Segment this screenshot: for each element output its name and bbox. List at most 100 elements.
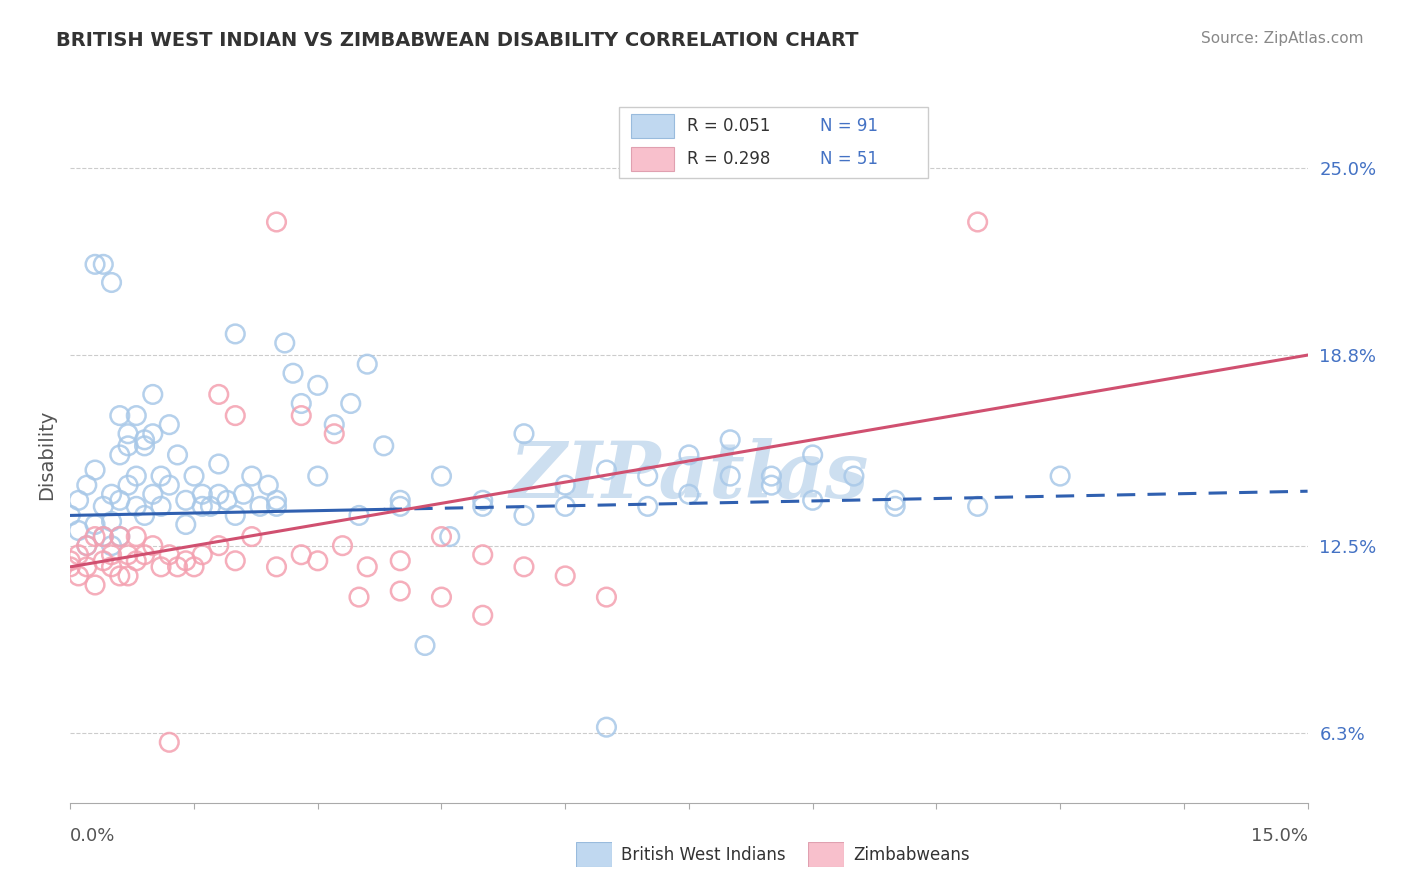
Text: British West Indians: British West Indians: [621, 846, 786, 863]
Point: [249, 500, 271, 514]
Point: [595, 590, 617, 604]
Point: [413, 639, 436, 653]
Point: [117, 478, 139, 492]
Point: [100, 276, 122, 290]
Point: [339, 396, 361, 410]
Point: [59, 554, 82, 568]
Point: [801, 448, 824, 462]
Point: [290, 548, 312, 562]
Point: [142, 387, 165, 401]
Point: [150, 469, 173, 483]
Point: [215, 493, 238, 508]
Point: [76, 539, 98, 553]
FancyBboxPatch shape: [631, 114, 675, 138]
Point: [332, 539, 354, 553]
Point: [307, 554, 329, 568]
Point: [174, 554, 197, 568]
Point: [884, 500, 907, 514]
Point: [513, 508, 536, 523]
Point: [637, 469, 659, 483]
Point: [323, 417, 346, 432]
Point: [67, 569, 90, 583]
Point: [142, 426, 165, 441]
Point: [430, 530, 453, 544]
Point: [134, 439, 156, 453]
Point: [307, 378, 329, 392]
Point: [554, 500, 576, 514]
Point: [595, 720, 617, 734]
Point: [108, 409, 131, 423]
Point: [884, 493, 907, 508]
Text: BRITISH WEST INDIAN VS ZIMBABWEAN DISABILITY CORRELATION CHART: BRITISH WEST INDIAN VS ZIMBABWEAN DISABI…: [56, 31, 859, 50]
Point: [117, 426, 139, 441]
Point: [257, 478, 280, 492]
Point: [966, 215, 988, 229]
Point: [150, 559, 173, 574]
Point: [191, 487, 214, 501]
Point: [84, 578, 107, 592]
Point: [801, 493, 824, 508]
Point: [266, 559, 288, 574]
Point: [117, 548, 139, 562]
Point: [224, 508, 246, 523]
Point: [76, 478, 98, 492]
Point: [100, 487, 122, 501]
Point: [91, 530, 114, 544]
Point: [117, 439, 139, 453]
Point: [157, 548, 180, 562]
Point: [91, 500, 114, 514]
Text: R = 0.051: R = 0.051: [686, 118, 770, 136]
Point: [100, 548, 122, 562]
Point: [134, 433, 156, 447]
Point: [678, 487, 700, 501]
Point: [208, 457, 231, 471]
Text: R = 0.298: R = 0.298: [686, 150, 770, 168]
Point: [84, 517, 107, 532]
Point: [59, 559, 82, 574]
Point: [91, 257, 114, 271]
Point: [554, 569, 576, 583]
Point: [323, 426, 346, 441]
Point: [108, 530, 131, 544]
Point: [200, 500, 222, 514]
Text: 0.0%: 0.0%: [70, 827, 115, 845]
Point: [84, 463, 107, 477]
Point: [761, 478, 783, 492]
Point: [224, 554, 246, 568]
Point: [430, 590, 453, 604]
Point: [108, 530, 131, 544]
Point: [208, 539, 231, 553]
FancyBboxPatch shape: [576, 842, 612, 867]
Text: N = 51: N = 51: [820, 150, 877, 168]
Point: [266, 500, 288, 514]
Point: [150, 500, 173, 514]
Point: [471, 500, 494, 514]
Point: [174, 493, 197, 508]
Point: [347, 590, 370, 604]
Point: [100, 515, 122, 529]
Point: [91, 530, 114, 544]
Point: [84, 257, 107, 271]
Point: [117, 569, 139, 583]
Point: [718, 469, 741, 483]
Point: [842, 469, 865, 483]
Point: [208, 487, 231, 501]
Point: [347, 508, 370, 523]
Point: [356, 357, 378, 371]
Point: [183, 469, 205, 483]
FancyBboxPatch shape: [619, 107, 928, 178]
Text: ZIPatlas: ZIPatlas: [509, 438, 869, 514]
Point: [142, 487, 165, 501]
Point: [678, 448, 700, 462]
Point: [232, 487, 254, 501]
Point: [290, 409, 312, 423]
Y-axis label: Disability: Disability: [38, 409, 56, 500]
Point: [471, 608, 494, 623]
Point: [183, 559, 205, 574]
Point: [134, 548, 156, 562]
Point: [125, 500, 148, 514]
Point: [266, 215, 288, 229]
Point: [108, 569, 131, 583]
Text: Zimbabweans: Zimbabweans: [853, 846, 970, 863]
Point: [274, 336, 297, 351]
